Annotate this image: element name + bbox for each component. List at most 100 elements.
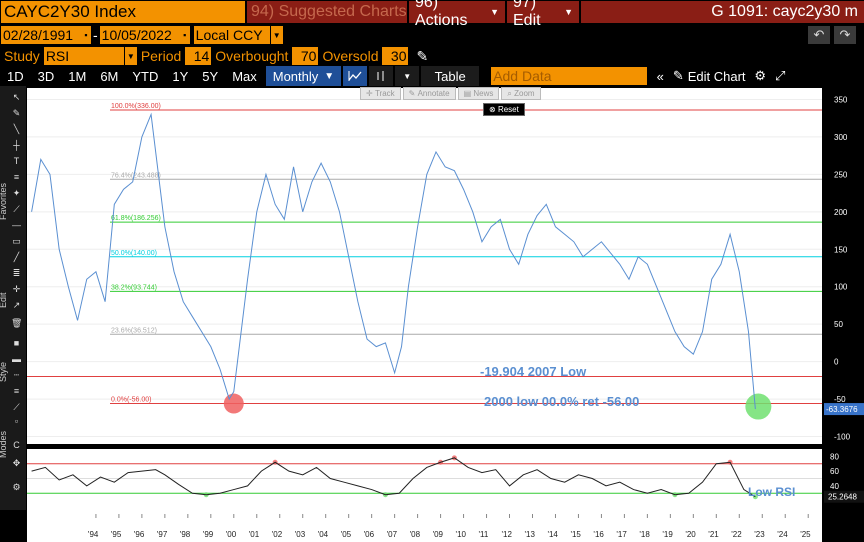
frequency-select[interactable]: Monthly ▼ [265,66,342,86]
brush-tool-icon[interactable]: ⟋ [13,402,20,412]
xtick-label: '04 [318,530,329,539]
pencil-icon[interactable]: ✎ [416,47,429,64]
rect-icon[interactable]: ▭ [12,236,21,246]
zoom-button[interactable]: ⌕ Zoom [501,87,541,100]
collapse-icon[interactable]: « [653,66,668,86]
track-label: Track [374,89,395,98]
fib-icon[interactable]: ≡ [13,172,20,182]
pan-icon[interactable]: ✥ [12,458,21,468]
xtick-label: '23 [754,530,765,539]
ticker-field[interactable]: CAYC2Y30 Index [1,1,245,23]
study-label: Study [4,48,40,64]
annotation-2000-low: 2000 low 00.0% ret -56.00 [484,394,639,409]
chevron-down-icon[interactable]: ▼ [124,47,137,65]
fib-label: 38.2%(93.744) [111,284,157,291]
period-6m[interactable]: 6M [100,68,119,84]
study-select[interactable]: RSI [43,47,124,65]
xtick-label: '21 [708,530,719,539]
period-5y[interactable]: 5Y [202,68,219,84]
marker-icon[interactable]: ✦ [12,188,21,198]
period-1y[interactable]: 1Y [172,68,189,84]
overbought-input[interactable]: 70 [292,47,319,65]
line-color-icon[interactable]: ▬ [12,354,21,364]
xtick-label: '17 [616,530,627,539]
rsi-ytick-label: 40 [830,482,839,491]
pencil-icon[interactable]: ✎ [12,108,21,118]
color-box-icon[interactable]: ■ [13,338,20,348]
pen-icon[interactable]: ╱ [13,252,20,262]
main-ytick-label: 350 [834,95,848,104]
track-button[interactable]: ✛ Track [360,87,401,100]
period-ytd[interactable]: YTD [132,68,159,84]
xtick-label: '99 [203,530,214,539]
oversold-input[interactable]: 30 [382,47,409,65]
xtick-label: '98 [180,530,191,539]
chevron-down-icon[interactable]: ▼ [395,66,420,86]
xtick-label: '20 [685,530,696,539]
gear-icon[interactable]: ⚙ [12,482,21,492]
period-1m[interactable]: 1M [68,68,87,84]
rsi-series-line [31,457,756,498]
chevron-down-icon[interactable]: ▼ [270,26,283,44]
crosshair-icon[interactable]: ✛ [12,284,21,294]
news-label: News [473,89,494,98]
period-3d[interactable]: 3D [37,68,55,84]
edit-chart-label: Edit Chart [687,68,746,84]
title-bar: CAYC2Y30 Index 94) Suggested Charts 96) … [0,0,864,29]
actions-menu[interactable]: 96) Actions ▼ [409,0,505,29]
xtick-label: '14 [547,530,558,539]
reset-label: Reset [497,105,519,114]
xtick-label: '03 [295,530,306,539]
text-icon[interactable]: T [13,156,20,166]
xtick-label: '07 [387,530,398,539]
main-ytick-label: -50 [834,395,846,404]
period-bar: 1D 3D 1M 6M YTD 1Y 5Y Max Monthly ▼ ▼ Tab… [0,66,864,86]
period-max[interactable]: Max [232,68,257,84]
table-button[interactable]: Table [421,66,480,86]
expand-icon[interactable]: ⤢ [771,66,790,86]
channel-icon[interactable]: ≣ [12,268,21,278]
main-panel [27,88,822,444]
horizontal-line-icon[interactable]: — [12,220,21,230]
annotate-button[interactable]: ✎ Annotate [402,87,456,100]
line-tool-icon[interactable]: ╲ [13,124,20,134]
gear-icon[interactable]: ⚙ [751,66,770,86]
chart-area[interactable]: 100.0%(336.00) 76.4%(243.488) 61.8%(186.25… [0,86,864,542]
calendar-icon[interactable]: ▪ [179,26,190,44]
line-style-icon[interactable]: ┄ [13,370,20,380]
suggested-charts-button[interactable]: 94) Suggested Charts [247,1,407,23]
add-data-input[interactable]: Add Data [491,67,648,85]
eraser-icon[interactable]: ▫ [14,416,19,426]
edit-chart-button[interactable]: ✎ Edit Chart [669,66,750,86]
redo-icon[interactable]: ↷ [834,26,856,44]
end-date-input[interactable]: 10/05/2022 [99,26,180,44]
calendar-icon[interactable]: ▪ [81,26,91,44]
fib-label: 23.6%(36.512) [111,327,157,334]
bar-chart-icon[interactable] [369,66,394,86]
frequency-label: Monthly [272,68,319,84]
trash-icon[interactable]: 🗑 [11,318,23,328]
mode-icon[interactable]: C [13,440,20,450]
brush-icon[interactable]: ⟋ [13,204,20,214]
date-separator: - [93,27,98,43]
reset-button[interactable]: ⊗ Reset [483,103,525,116]
news-button[interactable]: ▤ News [457,87,500,100]
fib-label: 61.8%(186.256) [111,215,161,222]
start-date-input[interactable]: 02/28/1991 [1,26,81,44]
arrow-icon[interactable]: ↗ [12,300,21,310]
edit-menu[interactable]: 97) Edit ▼ [507,0,579,29]
period-1d[interactable]: 1D [7,68,24,84]
main-ytick-label: 150 [834,245,848,254]
ruler-icon[interactable]: ┼ [13,140,20,150]
overbought-label: Overbought [215,48,289,64]
style-label: Style [0,361,8,382]
undo-icon[interactable]: ↶ [808,26,830,44]
period-input[interactable]: 14 [185,47,212,65]
xtick-label: '12 [502,530,513,539]
currency-select[interactable]: Local CCY [193,26,270,44]
cursor-icon[interactable]: ↖ [12,92,21,102]
line-width-icon[interactable]: ≡ [13,386,20,396]
xtick-label: '05 [341,530,352,539]
line-chart-icon[interactable] [343,66,368,86]
rsi-last-value-tag [824,490,864,503]
